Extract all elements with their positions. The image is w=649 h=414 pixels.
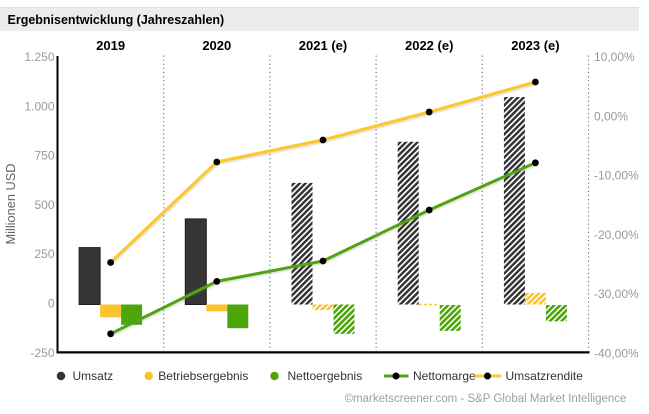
svg-text:0,00%: 0,00%: [594, 109, 628, 123]
svg-text:Umsatzrendite: Umsatzrendite: [506, 369, 584, 383]
svg-text:1.250: 1.250: [24, 50, 54, 64]
svg-text:-30,00%: -30,00%: [594, 287, 639, 301]
svg-text:Millionen USD: Millionen USD: [3, 163, 18, 244]
svg-text:Ergebnisentwicklung (Jahreszah: Ergebnisentwicklung (Jahreszahlen): [8, 13, 225, 27]
svg-text:10,00%: 10,00%: [594, 50, 635, 64]
svg-text:2020: 2020: [202, 38, 231, 53]
svg-text:Nettomarge: Nettomarge: [413, 369, 476, 383]
svg-text:2023 (e): 2023 (e): [511, 38, 559, 53]
svg-text:-20,00%: -20,00%: [594, 228, 639, 242]
svg-text:1.000: 1.000: [24, 99, 54, 113]
svg-text:500: 500: [34, 198, 54, 212]
svg-text:-10,00%: -10,00%: [594, 169, 639, 183]
svg-text:©marketscreener.com - S&P Glob: ©marketscreener.com - S&P Global Market …: [345, 393, 627, 405]
svg-text:250: 250: [34, 247, 54, 261]
svg-text:0: 0: [48, 297, 55, 311]
svg-text:Nettoergebnis: Nettoergebnis: [288, 369, 363, 383]
svg-text:2019: 2019: [96, 38, 125, 53]
svg-text:2022 (e): 2022 (e): [405, 38, 453, 53]
svg-text:-250: -250: [30, 346, 54, 360]
svg-text:2021 (e): 2021 (e): [299, 38, 347, 53]
svg-text:-40,00%: -40,00%: [594, 347, 639, 361]
svg-text:Betriebsergebnis: Betriebsergebnis: [158, 369, 248, 383]
svg-text:Umsatz: Umsatz: [73, 369, 114, 383]
svg-text:750: 750: [34, 149, 54, 163]
